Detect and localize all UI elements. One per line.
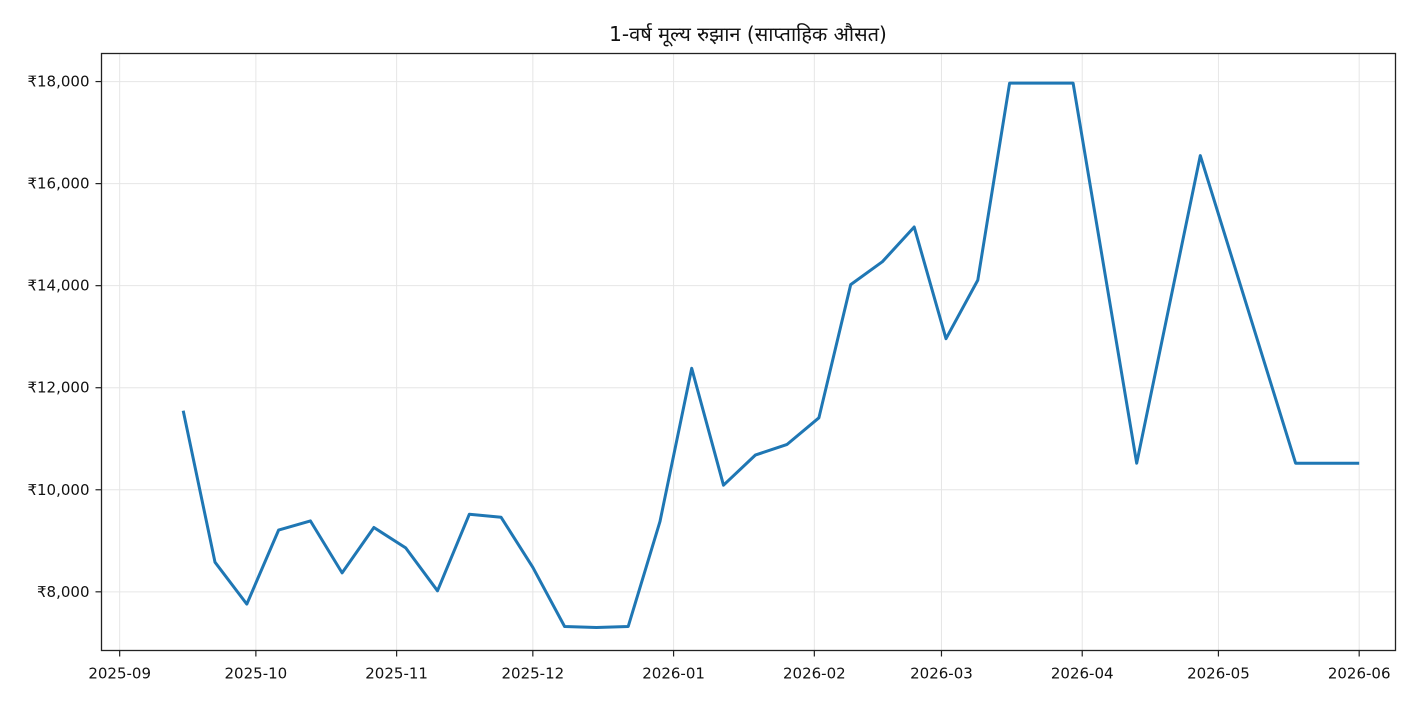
y-tick-label: ₹16,000 xyxy=(27,175,89,193)
y-tick-label: ₹12,000 xyxy=(27,379,89,397)
grid-lines xyxy=(101,53,1396,651)
y-tick-label: ₹8,000 xyxy=(37,583,90,601)
x-tick-label: 2026-03 xyxy=(910,665,973,683)
x-tick-label: 2025-11 xyxy=(365,665,428,683)
y-tick-label: ₹18,000 xyxy=(27,73,89,91)
x-tick-label: 2025-09 xyxy=(88,665,151,683)
x-tick-label: 2026-06 xyxy=(1328,665,1391,683)
x-axis: 2025-09 2025-10 2025-11 2025-12 2026-01 2026-… xyxy=(88,650,1391,683)
plot-area xyxy=(181,81,1360,629)
x-tick-label: 2026-01 xyxy=(642,665,705,683)
y-axis: ₹8,000 ₹10,000 ₹12,000 ₹14,000 ₹16,000 ₹18,00… xyxy=(27,73,102,601)
y-tick-label: ₹10,000 xyxy=(27,481,89,499)
chart-title: 1-वर्ष मूल्य रुझान (साप्ताहिक औसत) xyxy=(609,22,887,47)
x-tick-label: 2026-02 xyxy=(783,665,846,683)
x-tick-label: 2026-05 xyxy=(1187,665,1250,683)
y-tick-label: ₹14,000 xyxy=(27,277,89,295)
x-tick-label: 2025-12 xyxy=(501,665,564,683)
axes-frame xyxy=(100,52,1397,652)
x-tick-label: 2025-10 xyxy=(225,665,288,683)
x-tick-label: 2026-04 xyxy=(1051,665,1114,683)
price-trend-line xyxy=(181,81,1360,629)
